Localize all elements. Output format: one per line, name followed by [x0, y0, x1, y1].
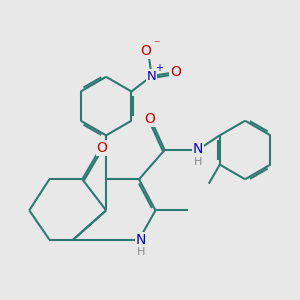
Text: ⁻: ⁻	[153, 38, 160, 51]
Text: H: H	[194, 157, 202, 167]
Text: N: N	[193, 142, 203, 156]
Text: H: H	[137, 248, 145, 257]
Text: O: O	[140, 44, 151, 58]
Text: O: O	[170, 65, 181, 80]
Text: +: +	[155, 63, 163, 73]
Text: O: O	[96, 141, 107, 155]
Text: N: N	[147, 70, 156, 83]
Text: N: N	[136, 232, 146, 247]
Text: O: O	[145, 112, 155, 126]
